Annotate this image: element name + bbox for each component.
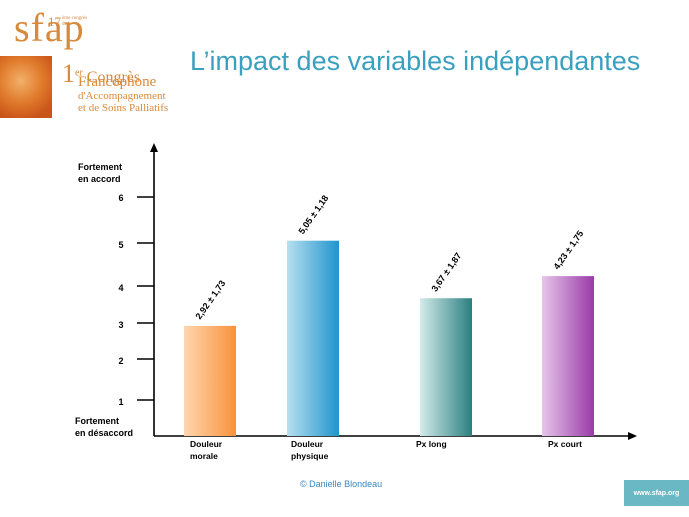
- x-tick-label: Px long: [416, 439, 447, 449]
- slide-title: L’impact des variables indépendantes: [190, 46, 641, 76]
- y-tick-label: 2: [118, 356, 123, 366]
- data-label: 5,05 ± 1,18: [296, 193, 330, 236]
- x-tick-label: Px court: [548, 439, 582, 449]
- conference-number: 1: [62, 59, 75, 88]
- logo-image: [0, 56, 52, 118]
- conference-line3: d'Accompagnement: [78, 90, 166, 103]
- data-label: 2,92 ± 1,73: [193, 278, 227, 321]
- bar: [420, 298, 472, 436]
- y-tick-label: 1: [118, 397, 123, 407]
- conference-line1: Congrès: [86, 69, 141, 86]
- sfap-logo: sfap 17 ème congrès de la 1er Congrès Fr…: [0, 0, 170, 125]
- bar: [184, 325, 236, 436]
- y-tick-label: 3: [118, 320, 123, 330]
- y-axis-arrow: [150, 143, 158, 152]
- y-tick-label: 6: [118, 193, 123, 203]
- y-tick-label: 4: [118, 283, 123, 293]
- conference-sup: er: [75, 67, 83, 79]
- logo-brand: sfap: [14, 5, 85, 50]
- x-tick-label: Douleur physique: [291, 439, 329, 461]
- bar: [542, 276, 594, 436]
- x-tick-label: Douleur morale: [190, 439, 223, 461]
- y-tick-label: 5: [118, 240, 123, 250]
- data-label: 3,67 ± 1,87: [429, 251, 463, 294]
- footer-credit: © Danielle Blondeau: [300, 479, 383, 489]
- logo-edition: 17: [48, 14, 61, 29]
- y-axis-bottom-label: Fortement en désaccord: [75, 416, 133, 438]
- conference-line4: et de Soins Palliatifs: [78, 101, 169, 114]
- footer-site-link[interactable]: www.sfap.org: [624, 480, 689, 506]
- data-label: 4,23 ± 1,75: [551, 229, 585, 272]
- x-axis-arrow: [628, 432, 637, 440]
- y-axis-top-label: Fortement en accord: [78, 162, 122, 184]
- logo-conference: 1er Congrès Francophone d'Accompagnement…: [62, 60, 168, 114]
- bar: [287, 240, 339, 436]
- conference-line2: Francophone: [78, 74, 157, 91]
- logo-edition-caption: ème congrès de la: [62, 16, 88, 27]
